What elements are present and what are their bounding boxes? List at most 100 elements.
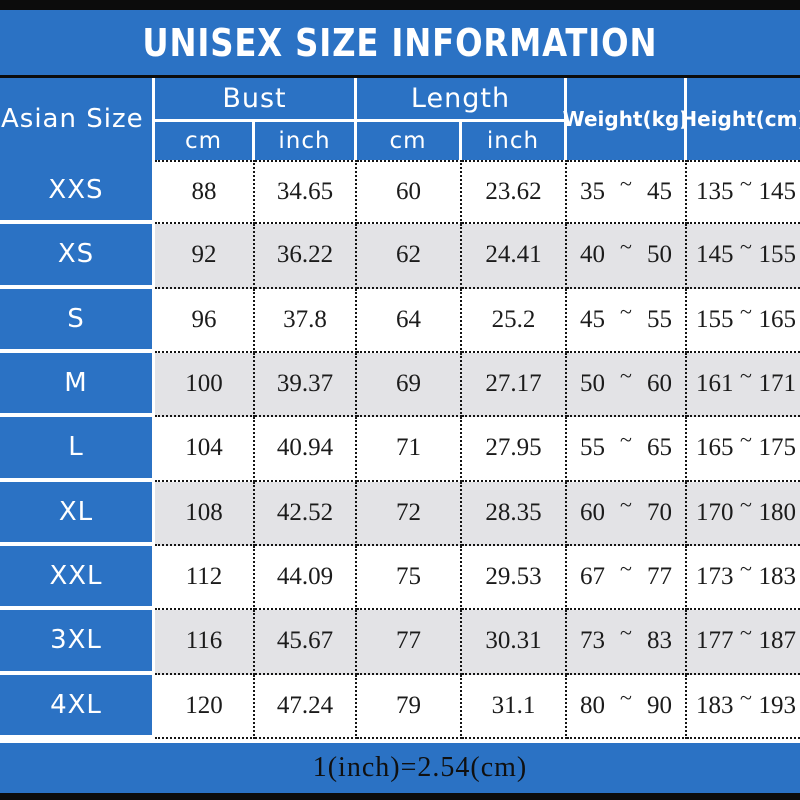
height-max-value: 187: [758, 627, 797, 655]
bust-cm-cell: 112: [155, 545, 255, 611]
size-label: XXL: [49, 561, 103, 592]
bust-cm-cell: 92: [155, 224, 255, 289]
length-cm-value: 77: [396, 627, 421, 655]
size-label-cell: M: [0, 352, 155, 418]
length-cm-cell: 79: [357, 674, 462, 739]
bust-cm-value: 108: [185, 498, 223, 526]
length-inch-cell: 23.62: [462, 160, 567, 225]
table-row: M 100 39.37 69 27.17 50 ~ 60 161 ~ 1: [0, 352, 800, 418]
size-label-cell: XXL: [0, 545, 155, 611]
table-row: 3XL 116 45.67 77 30.31 73 ~ 83 177 ~: [0, 610, 800, 675]
height-min-value: 173: [696, 563, 734, 591]
bust-inch-cell: 36.22: [255, 224, 357, 289]
range-tilde: ~: [740, 363, 752, 389]
size-label-cell: 3XL: [0, 610, 155, 675]
title-bar: UNISEX SIZE INFORMATION: [0, 10, 800, 75]
range-tilde: ~: [620, 491, 632, 517]
bust-cm-value: 88: [191, 178, 217, 206]
weight-min-value: 80: [580, 691, 605, 719]
size-label: S: [67, 303, 85, 334]
size-label: XL: [58, 496, 94, 527]
size-label: XS: [57, 239, 95, 270]
range-tilde: ~: [740, 556, 752, 582]
weight-max-value: 65: [647, 434, 672, 462]
bust-inch-cell: 45.67: [255, 610, 357, 675]
size-label-cell: XXS: [0, 160, 155, 225]
length-inch-cell: 30.31: [462, 610, 567, 675]
height-min-value: 183: [696, 691, 734, 719]
bust-inch-cell: 44.09: [255, 545, 357, 611]
conversion-note: 1(inch)=2.54(cm): [312, 752, 528, 783]
table-row: L 104 40.94 71 27.95 55 ~ 65 165 ~ 1: [0, 417, 800, 482]
height-range-cell: 161 ~ 171: [687, 352, 800, 418]
range-tilde: ~: [740, 491, 752, 517]
column-header-height: Height(cm): [680, 78, 800, 160]
bust-inch-value: 36.22: [276, 241, 334, 269]
table-header: Asian Size Bust Length Weight(kg) Height…: [0, 78, 800, 160]
footer-bar: 1(inch)=2.54(cm): [0, 739, 800, 793]
column-header-bust-inch: inch: [255, 122, 354, 160]
weight-max-value: 60: [647, 370, 672, 398]
bust-cm-cell: 108: [155, 481, 255, 546]
bust-inch-value: 37.8: [283, 305, 327, 333]
length-inch-cell: 27.95: [462, 417, 567, 482]
range-tilde: ~: [740, 298, 752, 324]
size-label: 3XL: [50, 625, 102, 656]
bust-inch-cell: 47.24: [255, 674, 357, 739]
bust-cm-cell: 88: [155, 160, 255, 225]
weight-min-value: 67: [580, 563, 605, 591]
range-tilde: ~: [620, 363, 632, 389]
length-cm-value: 62: [396, 241, 421, 269]
weight-min-value: 35: [580, 178, 605, 206]
weight-min-value: 45: [580, 305, 605, 333]
range-tilde: ~: [740, 427, 752, 453]
length-cm-value: 71: [396, 434, 421, 462]
top-black-bar: [0, 0, 800, 10]
bust-inch-value: 45.67: [276, 627, 334, 655]
bust-inch-cell: 42.52: [255, 481, 357, 546]
bust-cm-value: 116: [185, 627, 223, 655]
length-cm-cell: 77: [357, 610, 462, 675]
length-inch-cell: 31.1: [462, 674, 567, 739]
bust-inch-value: 39.37: [276, 370, 334, 398]
length-cm-cell: 64: [357, 288, 462, 353]
bust-cm-cell: 120: [155, 674, 255, 739]
height-max-value: 183: [758, 563, 797, 591]
length-inch-cell: 28.35: [462, 481, 567, 546]
size-label: 4XL: [50, 689, 102, 720]
bottom-black-bar: [0, 793, 800, 800]
bust-inch-value: 40.94: [276, 434, 334, 462]
bust-cm-value: 104: [185, 434, 223, 462]
length-inch-value: 27.95: [485, 434, 542, 462]
bust-inch-value: 47.24: [276, 691, 334, 719]
column-header-bust-cm: cm: [155, 122, 252, 160]
weight-min-value: 73: [580, 627, 605, 655]
range-tilde: ~: [620, 234, 632, 260]
height-range-cell: 170 ~ 180: [687, 481, 800, 546]
range-tilde: ~: [620, 620, 632, 646]
length-cm-value: 75: [396, 563, 421, 591]
weight-range-cell: 45 ~ 55: [567, 288, 687, 353]
bust-cm-value: 112: [185, 563, 223, 591]
height-max-value: 193: [758, 691, 797, 719]
bust-cm-value: 92: [191, 241, 217, 269]
length-cm-value: 60: [396, 178, 421, 206]
height-range-cell: 165 ~ 175: [687, 417, 800, 482]
length-inch-value: 28.35: [485, 498, 542, 526]
weight-range-cell: 55 ~ 65: [567, 417, 687, 482]
column-header-weight: Weight(kg): [563, 78, 688, 160]
height-max-value: 165: [758, 305, 797, 333]
bust-inch-value: 42.52: [276, 498, 334, 526]
weight-range-cell: 50 ~ 60: [567, 352, 687, 418]
height-max-value: 171: [758, 370, 797, 398]
size-label-cell: XL: [0, 481, 155, 546]
title-divider: [0, 75, 800, 78]
range-tilde: ~: [620, 298, 632, 324]
length-cm-value: 69: [396, 370, 421, 398]
table-row: XS 92 36.22 62 24.41 40 ~ 50 145 ~ 1: [0, 224, 800, 289]
range-tilde: ~: [740, 684, 752, 710]
length-cm-cell: 71: [357, 417, 462, 482]
height-min-value: 165: [696, 434, 734, 462]
bust-cm-cell: 104: [155, 417, 255, 482]
